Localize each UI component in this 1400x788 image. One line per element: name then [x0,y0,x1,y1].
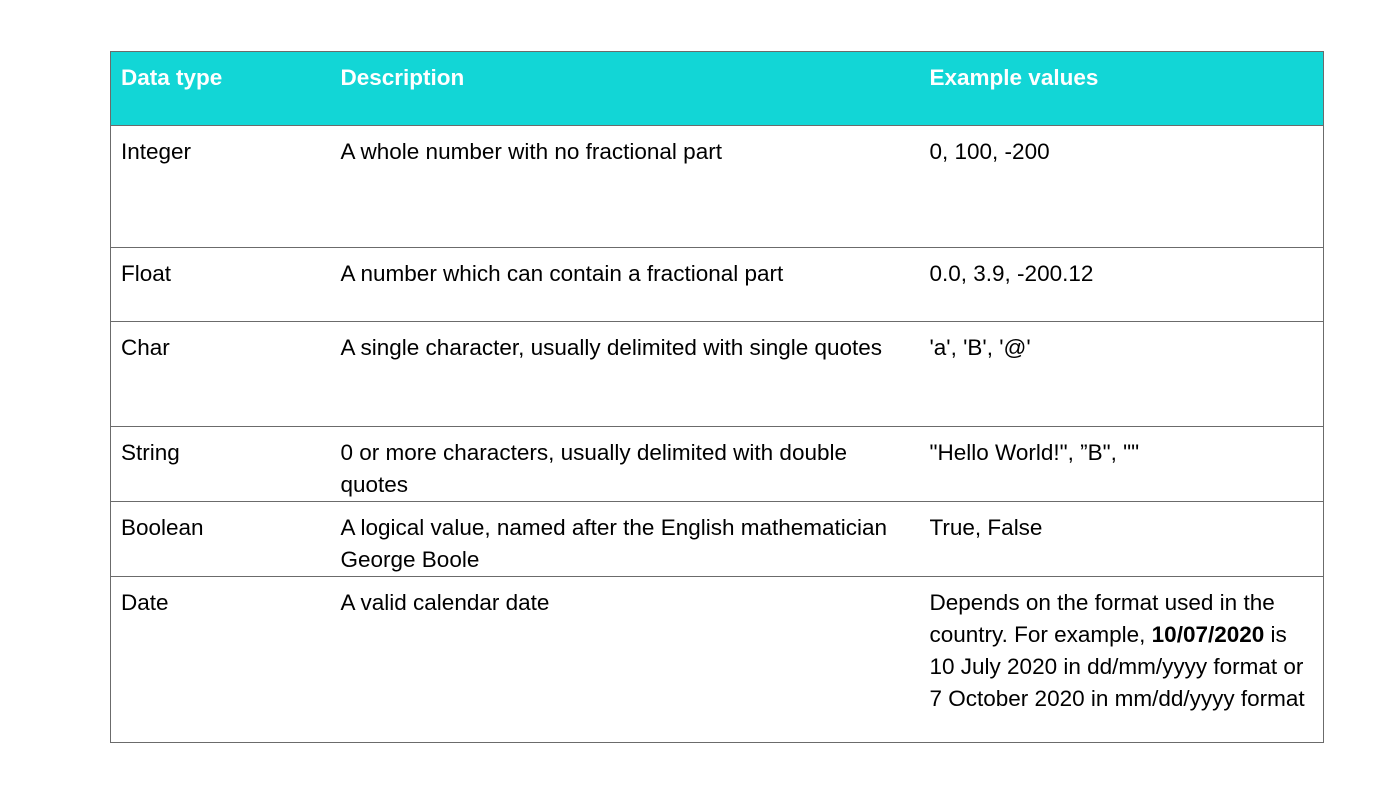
cell-examples: 'a', 'B', '@' [919,321,1324,427]
cell-description: A valid calendar date [330,576,920,743]
cell-description: A single character, usually delimited wi… [330,321,920,427]
data-types-table: Data type Description Example values Int… [110,51,1324,743]
header-description: Description [330,51,920,126]
table-row-float: Float A number which can contain a fract… [110,247,1324,322]
header-data-type: Data type [110,51,331,126]
cell-examples: Depends on the format used in the countr… [919,576,1324,743]
table-row-date: Date A valid calendar date Depends on th… [110,576,1324,743]
examples-text-before: Depends on the format used in the countr… [929,590,1275,647]
cell-examples: "Hello World!", ”B", "" [919,426,1324,502]
cell-examples: 0.0, 3.9, -200.12 [919,247,1324,322]
cell-description: 0 or more characters, usually delimited … [330,426,920,502]
table-row-char: Char A single character, usually delimit… [110,321,1324,427]
cell-examples: True, False [919,501,1324,577]
examples-date-bold: 10/07/2020 [1151,622,1265,647]
cell-type: Integer [110,125,331,248]
cell-description: A logical value, named after the English… [330,501,920,577]
table-header-row: Data type Description Example values [110,51,1324,126]
cell-type: Date [110,576,331,743]
cell-type: Boolean [110,501,331,577]
cell-examples: 0, 100, -200 [919,125,1324,248]
table-row-string: String 0 or more characters, usually del… [110,426,1324,502]
table-row-integer: Integer A whole number with no fractiona… [110,125,1324,248]
cell-description: A number which can contain a fractional … [330,247,920,322]
cell-type: Char [110,321,331,427]
cell-description: A whole number with no fractional part [330,125,920,248]
cell-type: Float [110,247,331,322]
data-types-table-container: Data type Description Example values Int… [110,51,1324,743]
table-row-boolean: Boolean A logical value, named after the… [110,501,1324,577]
header-example-values: Example values [919,51,1324,126]
cell-type: String [110,426,331,502]
examples-text-after: is 10 July 2020 in dd/mm/yyyy format or … [929,622,1305,711]
